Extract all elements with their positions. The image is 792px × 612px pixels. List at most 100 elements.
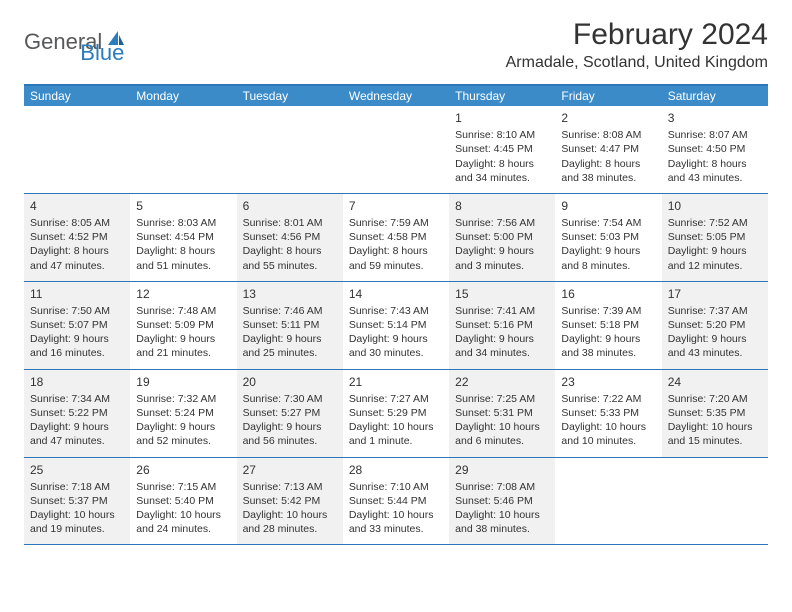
week-row: 4Sunrise: 8:05 AMSunset: 4:52 PMDaylight… <box>24 194 768 282</box>
day-cell: 2Sunrise: 8:08 AMSunset: 4:47 PMDaylight… <box>555 106 661 193</box>
day1-text: Daylight: 9 hours <box>243 332 337 346</box>
sunset-text: Sunset: 5:09 PM <box>136 318 230 332</box>
day1-text: Daylight: 9 hours <box>561 244 655 258</box>
day-cell: 8Sunrise: 7:56 AMSunset: 5:00 PMDaylight… <box>449 194 555 281</box>
sunrise-text: Sunrise: 7:48 AM <box>136 304 230 318</box>
day2-text: and 47 minutes. <box>30 434 124 448</box>
day1-text: Daylight: 9 hours <box>349 332 443 346</box>
dayname: Friday <box>555 86 661 106</box>
sunrise-text: Sunrise: 7:43 AM <box>349 304 443 318</box>
day-cell: 9Sunrise: 7:54 AMSunset: 5:03 PMDaylight… <box>555 194 661 281</box>
day-cell: 5Sunrise: 8:03 AMSunset: 4:54 PMDaylight… <box>130 194 236 281</box>
day2-text: and 19 minutes. <box>30 522 124 536</box>
sunset-text: Sunset: 4:54 PM <box>136 230 230 244</box>
day1-text: Daylight: 9 hours <box>668 332 762 346</box>
sunrise-text: Sunrise: 7:52 AM <box>668 216 762 230</box>
sunset-text: Sunset: 5:42 PM <box>243 494 337 508</box>
sunrise-text: Sunrise: 7:46 AM <box>243 304 337 318</box>
day-number: 11 <box>30 286 124 302</box>
day2-text: and 10 minutes. <box>561 434 655 448</box>
dayname-row: Sunday Monday Tuesday Wednesday Thursday… <box>24 86 768 106</box>
brand-logo: General Blue <box>24 18 124 66</box>
day-cell: 25Sunrise: 7:18 AMSunset: 5:37 PMDayligh… <box>24 458 130 545</box>
sunrise-text: Sunrise: 8:05 AM <box>30 216 124 230</box>
day2-text: and 52 minutes. <box>136 434 230 448</box>
day-cell <box>343 106 449 193</box>
dayname: Thursday <box>449 86 555 106</box>
day2-text: and 12 minutes. <box>668 259 762 273</box>
day2-text: and 28 minutes. <box>243 522 337 536</box>
sunrise-text: Sunrise: 7:32 AM <box>136 392 230 406</box>
day-number: 18 <box>30 374 124 390</box>
sunset-text: Sunset: 5:35 PM <box>668 406 762 420</box>
sunset-text: Sunset: 5:16 PM <box>455 318 549 332</box>
day2-text: and 25 minutes. <box>243 346 337 360</box>
day1-text: Daylight: 10 hours <box>349 420 443 434</box>
day-cell <box>662 458 768 545</box>
sunset-text: Sunset: 5:00 PM <box>455 230 549 244</box>
month-title: February 2024 <box>506 18 768 52</box>
header: General Blue February 2024 Armadale, Sco… <box>0 0 792 76</box>
day2-text: and 3 minutes. <box>455 259 549 273</box>
day-cell: 28Sunrise: 7:10 AMSunset: 5:44 PMDayligh… <box>343 458 449 545</box>
day2-text: and 6 minutes. <box>455 434 549 448</box>
day-number: 1 <box>455 110 549 126</box>
dayname: Tuesday <box>237 86 343 106</box>
dayname: Wednesday <box>343 86 449 106</box>
day1-text: Daylight: 9 hours <box>30 332 124 346</box>
day-cell: 13 Sunrise: 7:46 AMSunset: 5:11 PMDayligh… <box>237 282 343 369</box>
dayname: Saturday <box>662 86 768 106</box>
day2-text: and 55 minutes. <box>243 259 337 273</box>
day-cell: 19Sunrise: 7:32 AMSunset: 5:24 PMDayligh… <box>130 370 236 457</box>
sunrise-text: Sunrise: 7:41 AM <box>455 304 549 318</box>
calendar: Sunday Monday Tuesday Wednesday Thursday… <box>24 84 768 545</box>
day1-text: Daylight: 10 hours <box>136 508 230 522</box>
week-row: 11Sunrise: 7:50 AMSunset: 5:07 PMDayligh… <box>24 282 768 370</box>
sunrise-text: Sunrise: 7:10 AM <box>349 480 443 494</box>
sunset-text: Sunset: 5:24 PM <box>136 406 230 420</box>
day-number: 23 <box>561 374 655 390</box>
sunset-text: Sunset: 5:37 PM <box>30 494 124 508</box>
day-number: 13 <box>243 286 337 302</box>
day-number: 8 <box>455 198 549 214</box>
title-block: February 2024 Armadale, Scotland, United… <box>506 18 768 72</box>
day-number: 2 <box>561 110 655 126</box>
week-row: 25Sunrise: 7:18 AMSunset: 5:37 PMDayligh… <box>24 458 768 546</box>
sunrise-text: Sunrise: 7:56 AM <box>455 216 549 230</box>
sunrise-text: Sunrise: 7:27 AM <box>349 392 443 406</box>
day-cell: 1Sunrise: 8:10 AMSunset: 4:45 PMDaylight… <box>449 106 555 193</box>
day-number: 4 <box>30 198 124 214</box>
day-cell: 17Sunrise: 7:37 AMSunset: 5:20 PMDayligh… <box>662 282 768 369</box>
sunrise-text: Sunrise: 7:08 AM <box>455 480 549 494</box>
sunset-text: Sunset: 5:44 PM <box>349 494 443 508</box>
sunrise-text: Sunrise: 8:07 AM <box>668 128 762 142</box>
sunset-text: Sunset: 5:07 PM <box>30 318 124 332</box>
day1-text: Daylight: 10 hours <box>30 508 124 522</box>
day-number: 28 <box>349 462 443 478</box>
sunset-text: Sunset: 4:52 PM <box>30 230 124 244</box>
day-number: 22 <box>455 374 549 390</box>
sunset-text: Sunset: 4:50 PM <box>668 142 762 156</box>
sunrise-text: Sunrise: 7:34 AM <box>30 392 124 406</box>
day-number: 20 <box>243 374 337 390</box>
sunset-text: Sunset: 5:11 PM <box>243 318 337 332</box>
sunrise-text: Sunrise: 7:13 AM <box>243 480 337 494</box>
day1-text: Daylight: 8 hours <box>30 244 124 258</box>
day-cell: 16Sunrise: 7:39 AMSunset: 5:18 PMDayligh… <box>555 282 661 369</box>
day-number: 5 <box>136 198 230 214</box>
sunset-text: Sunset: 5:31 PM <box>455 406 549 420</box>
day1-text: Daylight: 10 hours <box>455 420 549 434</box>
day2-text: and 56 minutes. <box>243 434 337 448</box>
day-number: 9 <box>561 198 655 214</box>
day-cell <box>555 458 661 545</box>
day-number: 19 <box>136 374 230 390</box>
sunset-text: Sunset: 5:22 PM <box>30 406 124 420</box>
day-number: 27 <box>243 462 337 478</box>
day-cell <box>130 106 236 193</box>
sunset-text: Sunset: 5:29 PM <box>349 406 443 420</box>
day1-text: Daylight: 10 hours <box>561 420 655 434</box>
day-number: 3 <box>668 110 762 126</box>
day-number: 6 <box>243 198 337 214</box>
day-cell: 6Sunrise: 8:01 AMSunset: 4:56 PMDaylight… <box>237 194 343 281</box>
week-row: 18 Sunrise: 7:34 AMSunset: 5:22 PM Dayligh… <box>24 370 768 458</box>
